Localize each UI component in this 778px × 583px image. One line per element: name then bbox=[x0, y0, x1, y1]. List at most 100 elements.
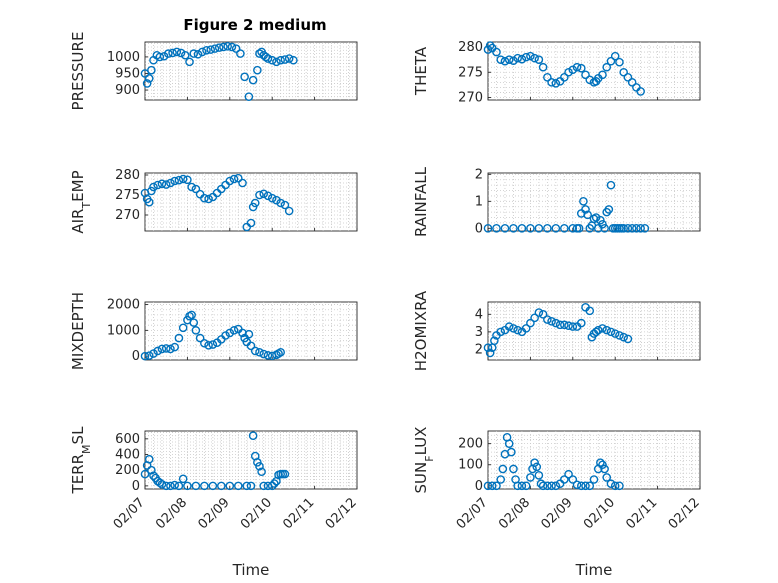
data-point bbox=[159, 51, 169, 61]
data-point bbox=[255, 347, 264, 357]
data-point bbox=[483, 224, 493, 233]
data-point bbox=[153, 346, 163, 356]
y-axis-label: H2OMIXRA bbox=[412, 290, 430, 371]
data-point bbox=[581, 70, 590, 80]
y-axis-label: AIRTEMP bbox=[69, 170, 93, 233]
data-point bbox=[246, 341, 256, 351]
data-point bbox=[564, 321, 573, 331]
data-point bbox=[517, 54, 527, 64]
y-tick-label: 270 bbox=[115, 208, 140, 223]
data-point bbox=[492, 224, 501, 233]
y-tick-label: 400 bbox=[115, 448, 140, 463]
x-tick-label: 02/10 bbox=[581, 495, 618, 532]
data-point bbox=[229, 326, 239, 335]
axes-box bbox=[487, 430, 701, 490]
y-axis-label: THETA bbox=[412, 46, 430, 96]
data-point bbox=[615, 481, 624, 491]
data-point bbox=[492, 47, 501, 57]
figure-title: Figure 2 medium bbox=[183, 16, 326, 34]
y-tick-label: 275 bbox=[115, 188, 140, 203]
data-point bbox=[225, 481, 235, 491]
data-point bbox=[606, 479, 616, 489]
panel-theta: 270 275 280 THETA bbox=[412, 40, 701, 105]
data-point bbox=[144, 74, 154, 83]
y-axis-label: MIXDEPTH bbox=[69, 292, 87, 370]
data-point bbox=[547, 481, 556, 491]
data-point bbox=[276, 55, 285, 65]
axes-box bbox=[144, 172, 358, 232]
data-point bbox=[521, 481, 531, 491]
data-point bbox=[576, 318, 586, 328]
y-tick-label: 1000 bbox=[107, 50, 140, 65]
data-point bbox=[526, 318, 535, 328]
y-tick-label: 0 bbox=[475, 221, 483, 236]
data-point bbox=[164, 49, 173, 58]
data-point bbox=[172, 47, 182, 57]
data-point bbox=[627, 224, 637, 233]
data-point bbox=[598, 460, 607, 470]
data-point bbox=[180, 50, 190, 60]
data-point bbox=[490, 336, 499, 345]
axes-box bbox=[144, 41, 358, 101]
data-point bbox=[263, 54, 273, 63]
data-point bbox=[627, 78, 637, 87]
y-tick-label: 600 bbox=[115, 432, 140, 447]
data-point bbox=[250, 198, 260, 208]
data-point bbox=[585, 306, 595, 316]
data-point bbox=[183, 175, 192, 185]
data-point bbox=[225, 328, 235, 338]
data-point bbox=[504, 439, 514, 448]
data-point bbox=[526, 224, 535, 233]
data-point bbox=[598, 219, 607, 229]
data-point bbox=[619, 67, 628, 77]
data-point bbox=[280, 55, 290, 64]
y-axis-label: SUNFLUX bbox=[412, 427, 436, 494]
data-point bbox=[560, 320, 569, 330]
data-point bbox=[500, 224, 510, 233]
data-point bbox=[231, 44, 241, 53]
data-point bbox=[233, 481, 243, 491]
y-tick-label: 4 bbox=[475, 307, 483, 322]
x-tick-label: 02/08 bbox=[496, 495, 533, 532]
data-point bbox=[174, 481, 184, 491]
data-point bbox=[200, 193, 209, 203]
data-point bbox=[623, 334, 633, 344]
data-point bbox=[255, 190, 264, 200]
data-point bbox=[606, 56, 616, 66]
data-point bbox=[259, 349, 269, 359]
data-point bbox=[532, 462, 542, 472]
data-point bbox=[509, 224, 518, 233]
data-point bbox=[225, 176, 235, 186]
axes-box bbox=[487, 41, 701, 101]
y-tick-label: 2 bbox=[475, 342, 483, 357]
data-point bbox=[591, 327, 601, 337]
data-point bbox=[267, 481, 277, 491]
data-point bbox=[543, 73, 552, 82]
data-point bbox=[238, 178, 247, 188]
axes-box bbox=[487, 172, 701, 232]
data-point bbox=[496, 475, 506, 484]
y-axis-label: TERRMSL bbox=[69, 426, 93, 495]
axes-box bbox=[144, 430, 358, 490]
data-point bbox=[507, 447, 516, 457]
data-point bbox=[214, 43, 224, 52]
data-point bbox=[610, 481, 620, 491]
data-point bbox=[187, 310, 196, 320]
data-point bbox=[276, 198, 285, 208]
data-point bbox=[248, 431, 258, 441]
data-point bbox=[284, 206, 294, 216]
data-point bbox=[538, 62, 548, 72]
data-point bbox=[483, 481, 493, 491]
data-point bbox=[619, 332, 628, 342]
data-point bbox=[581, 205, 590, 214]
data-point bbox=[178, 323, 188, 333]
data-point bbox=[492, 481, 501, 491]
data-point bbox=[530, 458, 539, 467]
data-point bbox=[153, 180, 163, 190]
x-tick-label: 02/12 bbox=[323, 495, 360, 532]
data-point bbox=[178, 474, 188, 484]
data-point bbox=[560, 475, 569, 484]
y-tick-label: 270 bbox=[458, 90, 483, 105]
data-point bbox=[272, 57, 281, 67]
